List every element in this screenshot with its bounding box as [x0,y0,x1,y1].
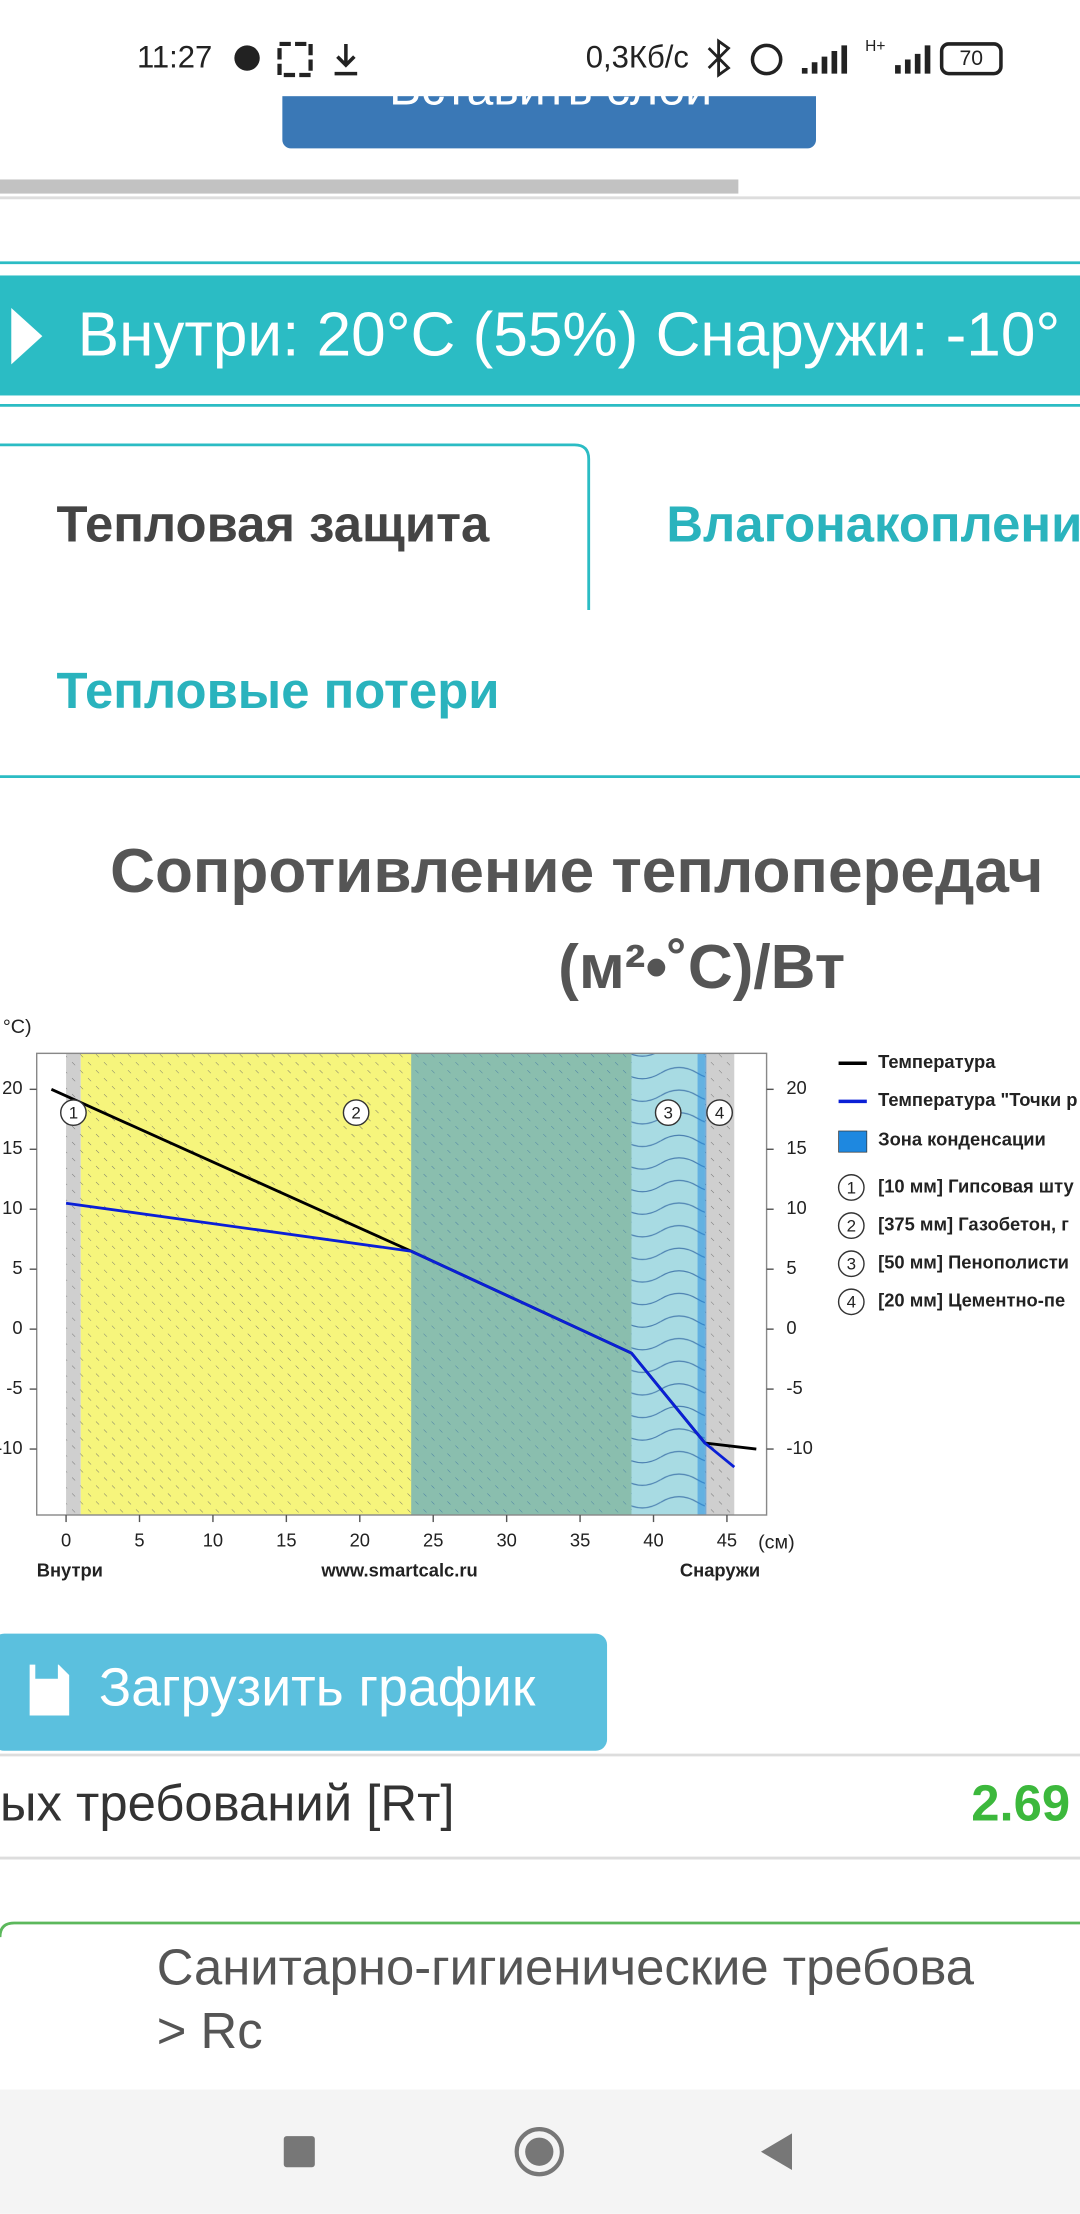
status-time: 11:27 [137,40,212,75]
network-type: H+ [865,38,885,55]
tab-active[interactable]: Тепловая защита [56,496,490,553]
signal-icon-2 [895,45,931,74]
download-chart-label: Загрузить график [99,1658,536,1718]
conditions-banner[interactable] [0,275,1080,396]
y-tick-label: -5 [6,1377,22,1398]
y-tick-label: 5 [12,1257,22,1278]
y-tick-label: 0 [12,1317,22,1338]
x-tick-label: 20 [350,1530,370,1551]
nav-back[interactable] [760,2133,792,2171]
condensation-zone [697,1053,707,1515]
heading-unit: (м²•˚С)/Вт [558,933,845,1002]
line [65,1201,736,1469]
x-tick-label: 25 [423,1530,443,1551]
y-tick-label: -10 [0,1437,23,1458]
battery-level: 70 [960,47,984,70]
heading: Сопротивление теплопередач [110,837,1043,906]
layer-texture [631,1053,705,1515]
y-tick-label: 20 [2,1077,22,1098]
layer-marker [654,1099,682,1127]
legend-number: 1 [847,1178,856,1197]
layer-marker [706,1099,734,1127]
layer-texture [66,1053,81,1515]
x-tick-label: 0 [61,1530,71,1551]
x-tick-label: 30 [496,1530,516,1551]
save-icon [26,1661,72,1719]
nav-home[interactable] [514,2127,565,2177]
status-bar [0,0,1080,97]
card-border [0,1921,1080,1938]
condensation-zone [411,1053,632,1515]
battery [939,42,1003,76]
bluetooth-icon [707,38,731,78]
layer-number: 3 [663,1104,672,1123]
download-chart-button[interactable] [0,1633,608,1751]
tab[interactable]: Влагонакоплени [666,496,1080,553]
plot-frame [36,1052,768,1516]
card-title: Санитарно-гигиенические требова [157,1938,975,1995]
layer-marker [60,1099,87,1127]
active-tab-border [0,443,591,611]
x-tick-label: 45 [717,1530,737,1551]
legend-marker [837,1174,865,1201]
legend-label: [375 мм] Газобетон, г [878,1213,1069,1234]
nav-home-dot [525,2137,554,2166]
y-tick-label-right: -5 [786,1377,802,1398]
y-tick-label-right: 0 [786,1317,796,1338]
legend-marker [837,1288,865,1316]
source-label: www.smartcalc.ru [320,1559,477,1580]
layer-marker [342,1099,370,1127]
conditions-text: Внутри: 20°C (55%) Снаружи: -10° [78,300,1061,369]
nav-recent[interactable] [283,2136,315,2168]
legend-label: [10 мм] Гипсовая шту [878,1175,1074,1196]
y-axis-label: °C) [3,1016,32,1038]
fb-icon [234,45,260,71]
plot-content [50,1053,757,1515]
alarm-icon [750,43,783,76]
result-value: 2.69 [971,1775,1070,1832]
x-tick-label: 10 [203,1530,223,1551]
legend-marker [837,1212,865,1240]
status-speed: 0,3Кб/с [586,40,689,75]
x-tick-label: 35 [570,1530,590,1551]
x-tick-label: 40 [643,1530,663,1551]
download-icon [334,43,358,76]
card-title-2: > Rc [157,2002,263,2059]
legend-number: 4 [847,1293,856,1312]
legend-label: Зона конденсации [878,1129,1046,1150]
legend-swatch [838,1130,868,1153]
y-tick-label: 15 [2,1137,22,1158]
layer-number: 4 [715,1104,724,1123]
scroll-bar [0,179,739,194]
x-axis-label: (см) [758,1531,795,1553]
legend-number: 3 [847,1255,856,1274]
y-tick-label-right: 15 [786,1137,806,1158]
legend-label: Температура [878,1051,996,1072]
layer-number: 2 [351,1104,360,1123]
tab[interactable]: Тепловые потери [56,662,499,719]
y-tick-label: 10 [2,1197,22,1218]
outside-label: Снаружи [680,1559,760,1580]
legend-marker [837,1250,865,1278]
x-tick-label: 5 [134,1530,144,1551]
y-tick-label-right: 20 [786,1077,806,1098]
legend-number: 2 [847,1216,856,1235]
signal-icon [801,45,848,74]
legend-label: [50 мм] Пенополисти [878,1252,1069,1273]
y-tick-label-right: -10 [786,1437,813,1458]
legend-label: Температура "Точки р [878,1089,1077,1110]
y-tick-label-right: 10 [786,1197,806,1218]
layer-number: 1 [69,1104,78,1123]
legend-label: [20 мм] Цементно-пе [878,1290,1065,1311]
y-tick-label-right: 5 [786,1257,796,1278]
result-label: ых требований [Rт] [0,1775,454,1832]
x-tick-label: 15 [276,1530,296,1551]
chart: 1 2 3 4 -10 -10 -5 -5 0 0 5 5 10 10 15 15 20 20 0 5 10 15 20 25… [0,1016,1077,1580]
inside-label: Внутри [37,1559,103,1580]
expand-arrow [11,307,43,365]
layer-texture [704,1053,735,1515]
